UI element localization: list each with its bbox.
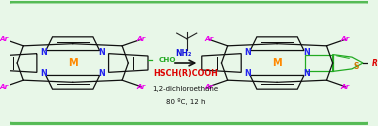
Text: Ar: Ar: [0, 84, 9, 90]
Text: Ar: Ar: [0, 36, 9, 42]
Text: M: M: [68, 58, 77, 68]
Text: HSCH(R)COOH: HSCH(R)COOH: [153, 69, 218, 78]
Text: R: R: [372, 58, 378, 68]
Text: N: N: [99, 69, 105, 78]
FancyBboxPatch shape: [8, 2, 371, 123]
Text: N: N: [40, 48, 47, 57]
Text: S: S: [353, 62, 359, 71]
Text: N: N: [303, 69, 310, 78]
Text: N: N: [303, 48, 310, 57]
Text: Ar: Ar: [204, 84, 213, 90]
Text: 80 ºC, 12 h: 80 ºC, 12 h: [166, 98, 205, 104]
Text: NH₂: NH₂: [175, 49, 191, 58]
Text: Ar: Ar: [341, 36, 350, 42]
Text: N: N: [245, 69, 251, 78]
Text: CHO: CHO: [159, 57, 177, 63]
Text: N: N: [245, 48, 251, 57]
Text: 1,2-dichloroethane: 1,2-dichloroethane: [153, 86, 219, 92]
Text: Ar: Ar: [341, 84, 350, 90]
Text: M: M: [272, 58, 282, 68]
Text: Ar: Ar: [136, 36, 146, 42]
Text: N: N: [99, 48, 105, 57]
Text: Ar: Ar: [204, 36, 213, 42]
Text: Ar: Ar: [136, 84, 146, 90]
Text: N: N: [40, 69, 47, 78]
